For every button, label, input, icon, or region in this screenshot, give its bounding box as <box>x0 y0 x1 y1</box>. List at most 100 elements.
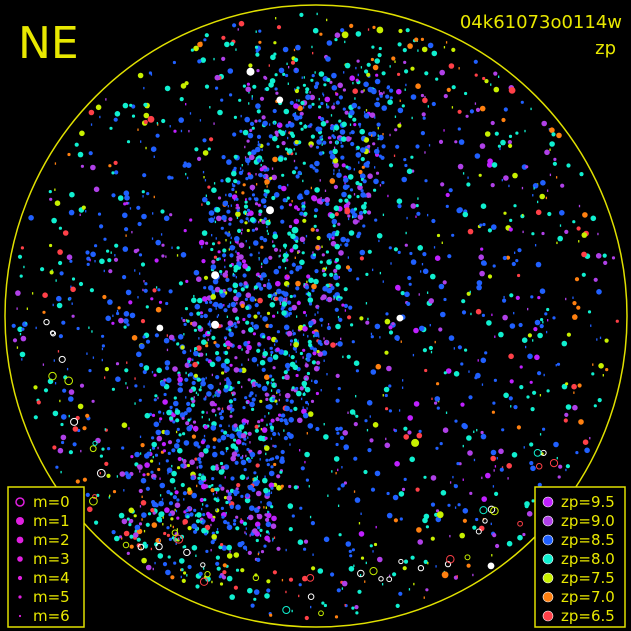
star <box>211 289 216 294</box>
star <box>239 474 246 481</box>
star <box>343 303 348 308</box>
star <box>389 133 391 137</box>
star <box>123 190 130 196</box>
star <box>287 65 290 69</box>
star <box>262 316 268 322</box>
star <box>322 94 325 97</box>
star <box>326 40 333 46</box>
star <box>259 286 264 291</box>
star <box>266 225 268 229</box>
star <box>257 363 259 367</box>
star <box>205 549 209 554</box>
star <box>185 371 187 375</box>
star <box>396 88 402 95</box>
star <box>316 12 318 16</box>
star <box>372 64 379 71</box>
star <box>157 288 161 292</box>
star <box>258 212 262 216</box>
star <box>78 281 84 287</box>
star <box>298 115 303 120</box>
star <box>285 251 288 254</box>
star <box>398 491 405 497</box>
star <box>194 514 197 517</box>
star <box>272 156 278 163</box>
star <box>230 407 235 412</box>
star <box>165 255 167 258</box>
star <box>288 527 293 532</box>
star <box>226 553 233 559</box>
star <box>394 461 400 467</box>
star <box>335 92 339 96</box>
star <box>273 536 276 539</box>
star <box>331 85 338 91</box>
star <box>31 292 34 295</box>
star <box>201 377 206 382</box>
star <box>338 169 340 172</box>
star <box>388 163 394 168</box>
star <box>303 547 307 551</box>
star <box>321 294 327 300</box>
star <box>272 240 274 243</box>
star <box>397 123 402 128</box>
star <box>302 356 304 359</box>
star <box>284 130 287 133</box>
star <box>289 270 294 275</box>
star <box>255 463 260 468</box>
star <box>302 161 306 165</box>
star <box>151 446 156 450</box>
star <box>288 314 291 317</box>
star <box>530 465 536 472</box>
star <box>289 100 294 105</box>
star <box>395 603 400 609</box>
star <box>301 380 308 387</box>
star <box>492 533 497 538</box>
star <box>129 312 136 319</box>
star <box>308 277 314 284</box>
star <box>211 259 216 264</box>
star <box>332 148 338 155</box>
star <box>111 321 115 325</box>
bright-star <box>156 324 164 332</box>
star <box>302 348 306 352</box>
star <box>232 272 235 276</box>
star <box>248 210 254 216</box>
star <box>295 286 300 291</box>
star <box>189 312 194 317</box>
star <box>442 427 449 434</box>
star <box>338 250 344 256</box>
star <box>342 88 346 92</box>
star <box>106 249 110 253</box>
star <box>182 163 187 168</box>
star <box>143 280 145 283</box>
star <box>297 417 303 424</box>
star <box>183 571 187 575</box>
star <box>299 111 304 116</box>
star <box>266 423 268 427</box>
star <box>374 116 376 119</box>
star <box>219 461 224 466</box>
star <box>292 333 294 336</box>
star <box>284 297 287 301</box>
star <box>276 546 281 551</box>
star <box>139 362 144 368</box>
star <box>309 91 311 94</box>
star <box>293 342 299 348</box>
star <box>164 360 171 366</box>
star <box>94 259 96 263</box>
star <box>378 134 384 141</box>
star <box>114 254 116 257</box>
star <box>272 366 276 370</box>
star <box>215 343 219 347</box>
star <box>115 376 121 383</box>
star <box>372 25 376 29</box>
star <box>240 287 245 292</box>
star <box>177 537 180 541</box>
star <box>492 401 496 405</box>
bright-star <box>396 314 404 322</box>
star <box>318 335 320 338</box>
star <box>215 487 220 492</box>
star <box>591 372 595 376</box>
star <box>357 589 362 594</box>
star <box>231 182 234 186</box>
star <box>159 417 163 421</box>
